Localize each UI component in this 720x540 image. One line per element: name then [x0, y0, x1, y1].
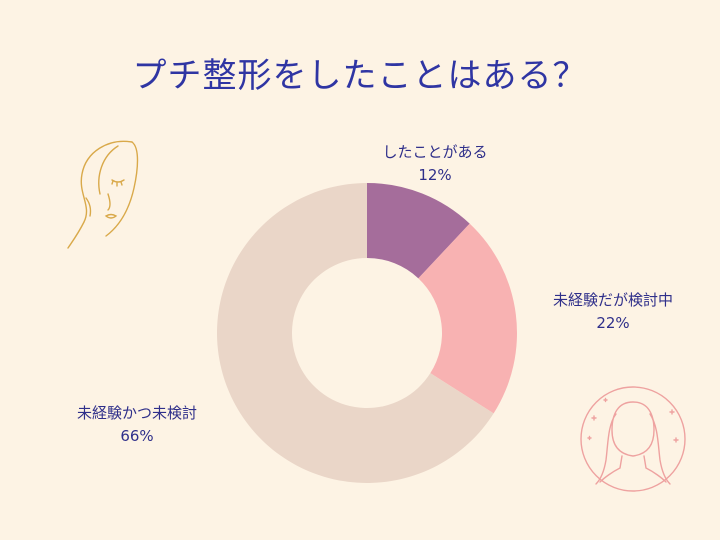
slice-name: したことがある — [382, 143, 488, 161]
slice-label-considering: 未経験だが検討中 22% — [538, 289, 688, 335]
chart-title: プチ整形をしたことはある？ — [132, 56, 588, 96]
slice-value: 66% — [120, 427, 154, 445]
slice-name: 未経験だが検討中 — [552, 291, 673, 309]
slice-label-have-done: したことがある 12% — [360, 141, 510, 187]
donut-slice-0 — [367, 183, 470, 279]
woman-face-line-art-icon — [67, 140, 139, 249]
slice-name: 未経験かつ未検討 — [76, 404, 197, 422]
slice-value: 22% — [596, 314, 630, 332]
donut-slice-1 — [418, 223, 517, 414]
slice-label-not-considering: 未経験かつ未検討 66% — [62, 402, 212, 448]
donut-slice-2 — [217, 183, 494, 483]
woman-portrait-circle-icon — [580, 386, 686, 492]
slice-value: 12% — [418, 166, 452, 184]
